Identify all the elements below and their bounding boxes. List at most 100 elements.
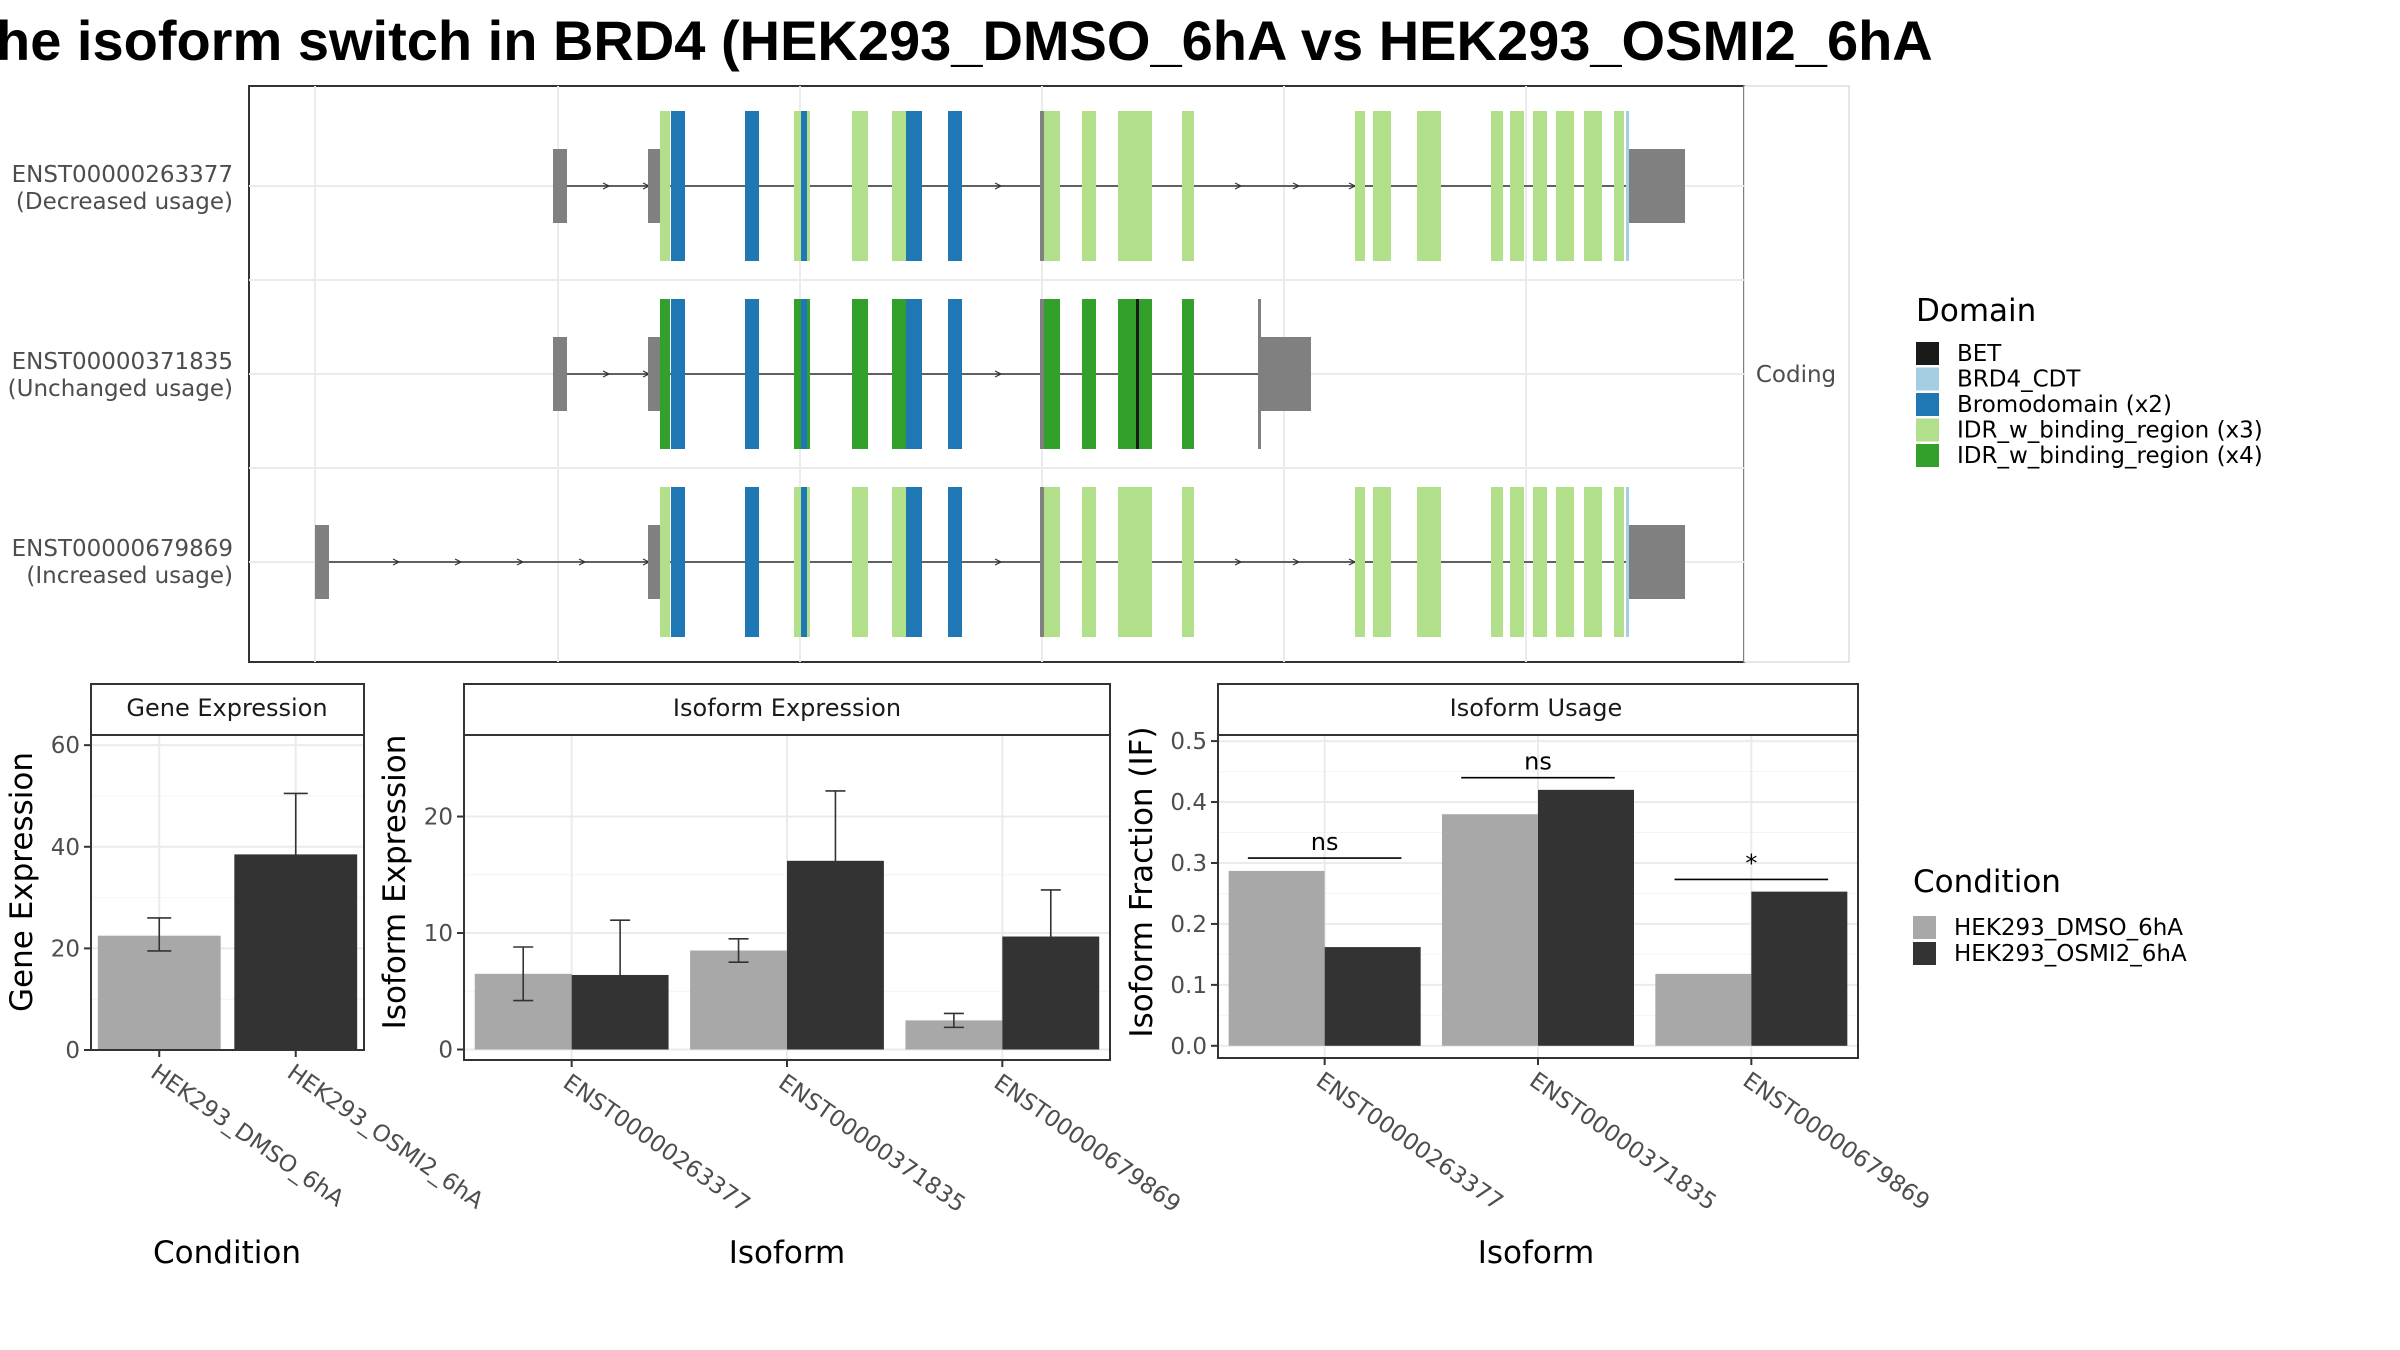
brd4-cdt-block xyxy=(1626,111,1629,261)
bromodomain-block xyxy=(801,487,807,637)
y-tick-label: 10 xyxy=(424,921,453,947)
coding-strip xyxy=(1743,85,1850,663)
strand-arrow xyxy=(392,558,401,566)
idr-block xyxy=(1373,487,1391,637)
isoform-label-3: ENST00000679869 xyxy=(12,536,233,562)
idr-block xyxy=(1417,487,1441,637)
isoform-expression-strip: Isoform Expression xyxy=(673,694,901,722)
domain-legend-key-2 xyxy=(1916,367,1939,391)
condition-legend-label-2: HEK293_OSMI2_6hA xyxy=(1954,941,2187,967)
utr-block xyxy=(315,525,329,599)
bars xyxy=(474,790,1100,1050)
bromodomain-block xyxy=(801,299,807,449)
y-tick-label: 60 xyxy=(51,733,80,759)
brd4-cdt-block xyxy=(1626,487,1629,637)
idr-block xyxy=(1491,111,1503,261)
bromodomain-block xyxy=(801,111,807,261)
utr-block xyxy=(1261,337,1311,411)
idr-block xyxy=(660,299,670,449)
isoform-usage-xlabel: Isoform xyxy=(1478,1235,1595,1271)
idr-block xyxy=(1082,487,1096,637)
error-bar xyxy=(147,917,172,952)
isoform-track-3 xyxy=(315,487,1685,637)
strand-arrow xyxy=(1234,182,1243,190)
strand-arrow xyxy=(454,558,463,566)
idr-block xyxy=(1182,487,1194,637)
idr-block xyxy=(1584,111,1602,261)
bromodomain-block xyxy=(948,299,962,449)
isoform-usage-1: (Decreased usage) xyxy=(16,189,233,215)
utr-block xyxy=(553,149,567,223)
condition-legend-key-2 xyxy=(1913,942,1936,965)
bromodomain-block xyxy=(745,299,759,449)
error-bar xyxy=(825,790,846,931)
coding-strip-label: Coding xyxy=(1756,362,1836,388)
x-tick-label: ENST00000263377 xyxy=(1311,1068,1507,1216)
y-tick-label: 20 xyxy=(51,936,80,962)
x-tick-label: ENST00000679869 xyxy=(989,1070,1185,1218)
strand-arrow xyxy=(578,558,587,566)
idr-block xyxy=(892,299,908,449)
idr-block xyxy=(1355,111,1365,261)
x-tick-label: ENST00000371835 xyxy=(774,1070,970,1218)
y-tick-label: 0 xyxy=(438,1038,453,1064)
y-tick-label: 0.2 xyxy=(1170,912,1207,938)
bar-HEK293_OSMI2_6hA-ENST00000371835 xyxy=(1538,789,1634,1046)
idr-block xyxy=(1182,111,1194,261)
strand-arrow xyxy=(1292,182,1301,190)
strand-arrow xyxy=(994,370,1003,378)
idr-block xyxy=(1355,487,1365,637)
isoform-expression-panel: 0 10 20 ENST00000263377 ENST00000371835 ENST0… xyxy=(377,683,1185,1271)
x-tick-label: ENST00000679869 xyxy=(1738,1068,1934,1216)
error-bar xyxy=(283,792,308,917)
idr-block xyxy=(1040,111,1060,261)
condition-legend-label-1: HEK293_DMSO_6hA xyxy=(1954,915,2183,941)
isoform-label-2: ENST00000371835 xyxy=(12,349,233,375)
isoform-track-1 xyxy=(553,111,1685,261)
domain-legend-label-3: Bromodomain (x2) xyxy=(1957,392,2172,418)
utr-block xyxy=(553,337,567,411)
bromodomain-block xyxy=(948,487,962,637)
utr-block xyxy=(648,337,660,411)
idr-block xyxy=(892,487,908,637)
bar-HEK293_DMSO_6hA-ENST00000371835 xyxy=(1442,814,1538,1046)
isoform-usage-3: (Increased usage) xyxy=(26,563,233,589)
idr-block xyxy=(1182,299,1194,449)
bar-HEK293_OSMI2_6hA-ENST00000679869 xyxy=(1751,891,1848,1046)
strand-arrow xyxy=(994,558,1003,566)
idr-block xyxy=(1614,487,1624,637)
idr-block xyxy=(852,487,868,637)
error-bar xyxy=(610,919,631,1030)
strand-arrow xyxy=(1234,558,1243,566)
isoform-usage-strip: Isoform Usage xyxy=(1450,694,1623,722)
y-tick-label: 0 xyxy=(65,1038,80,1064)
isoform-expression-xlabel: Isoform xyxy=(729,1235,846,1271)
domain-legend-title: Domain xyxy=(1916,293,2036,329)
gene-expression-ylabel: Gene Expression xyxy=(4,752,40,1012)
domain-legend-label-2: BRD4_CDT xyxy=(1957,367,2081,393)
panel-strip-box xyxy=(1217,683,1859,736)
bromodomain-block xyxy=(906,299,922,449)
error-bar xyxy=(1040,889,1061,983)
x-tick-label: ENST00000263377 xyxy=(558,1070,754,1218)
idr-block xyxy=(1614,111,1624,261)
idr-block xyxy=(1118,299,1152,449)
strand-arrow xyxy=(602,182,611,190)
bar-HEK293_DMSO_6hA-ENST00000371835 xyxy=(690,950,787,1050)
idr-block xyxy=(1510,487,1524,637)
isoform-expression-ylabel: Isoform Expression xyxy=(377,735,413,1030)
utr-block xyxy=(648,149,660,223)
strand-arrow xyxy=(1292,558,1301,566)
idr-block xyxy=(852,111,868,261)
error-bar xyxy=(728,938,749,963)
idr-block xyxy=(1491,487,1503,637)
condition-legend-key-1 xyxy=(1913,916,1936,939)
y-tick-label: 20 xyxy=(424,805,453,831)
structure-panel: Coding ENST00000263377 (Decreased usage)… xyxy=(8,85,1850,663)
bromodomain-block xyxy=(948,111,962,261)
idr-block xyxy=(1040,299,1060,449)
bromodomain-block xyxy=(906,487,922,637)
domain-legend-label-1: BET xyxy=(1957,341,2002,367)
